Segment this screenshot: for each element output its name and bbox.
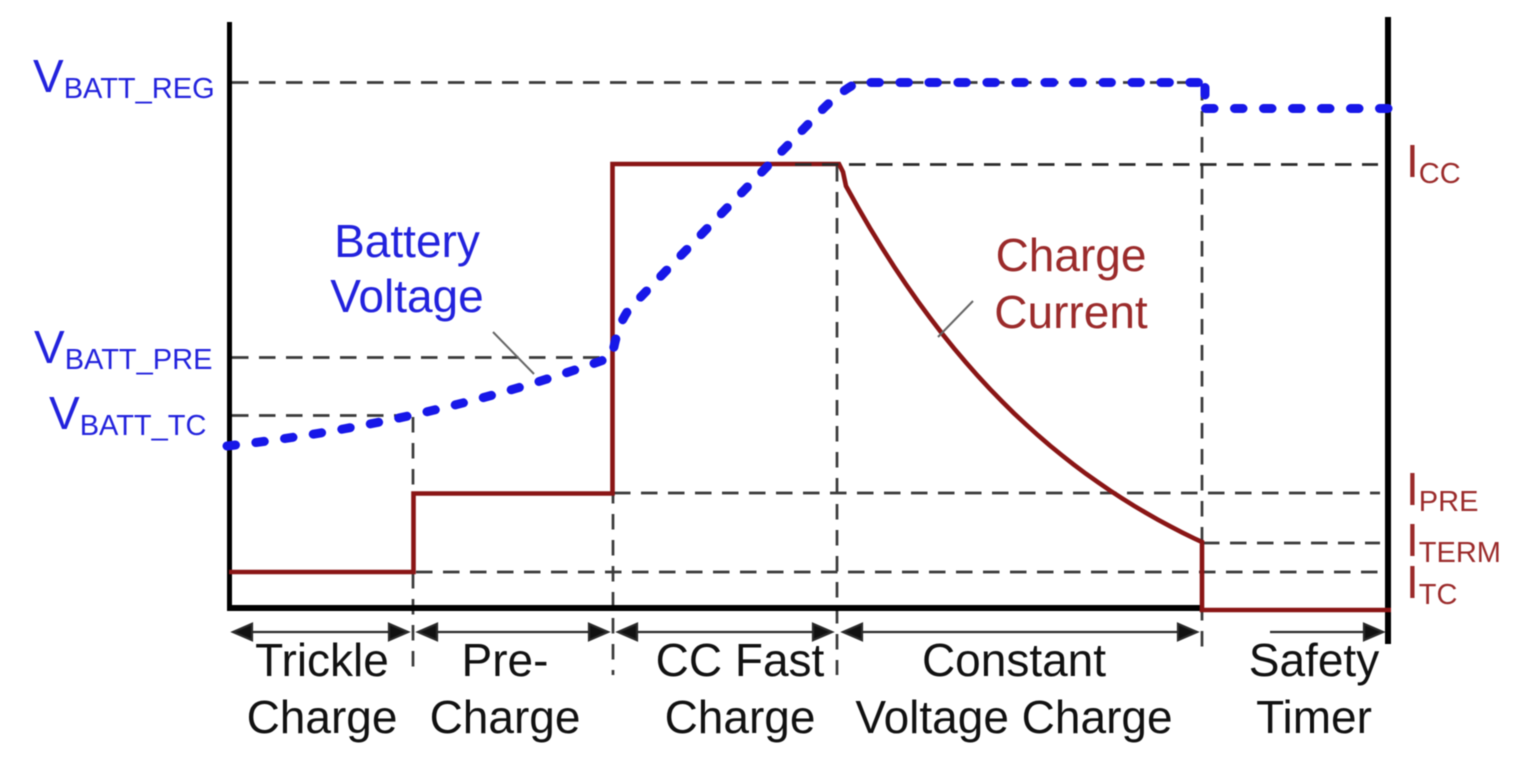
svg-text:CC Fast: CC Fast	[656, 634, 825, 686]
svg-text:Timer: Timer	[1256, 691, 1372, 743]
svg-text:Charge: Charge	[665, 691, 816, 743]
svg-text:Constant: Constant	[922, 634, 1106, 686]
svg-text:Safety: Safety	[1249, 634, 1379, 686]
svg-text:Trickle: Trickle	[255, 634, 389, 686]
svg-text:ITC: ITC	[1406, 556, 1457, 611]
svg-text:Charge: Charge	[430, 691, 581, 743]
svg-text:Voltage Charge: Voltage Charge	[855, 691, 1172, 743]
svg-text:Current: Current	[994, 286, 1148, 338]
svg-text:Battery: Battery	[334, 215, 480, 267]
svg-text:Voltage: Voltage	[330, 270, 483, 322]
svg-text:Pre-: Pre-	[462, 634, 549, 686]
svg-text:Charge: Charge	[996, 229, 1147, 281]
svg-text:Charge: Charge	[247, 691, 398, 743]
